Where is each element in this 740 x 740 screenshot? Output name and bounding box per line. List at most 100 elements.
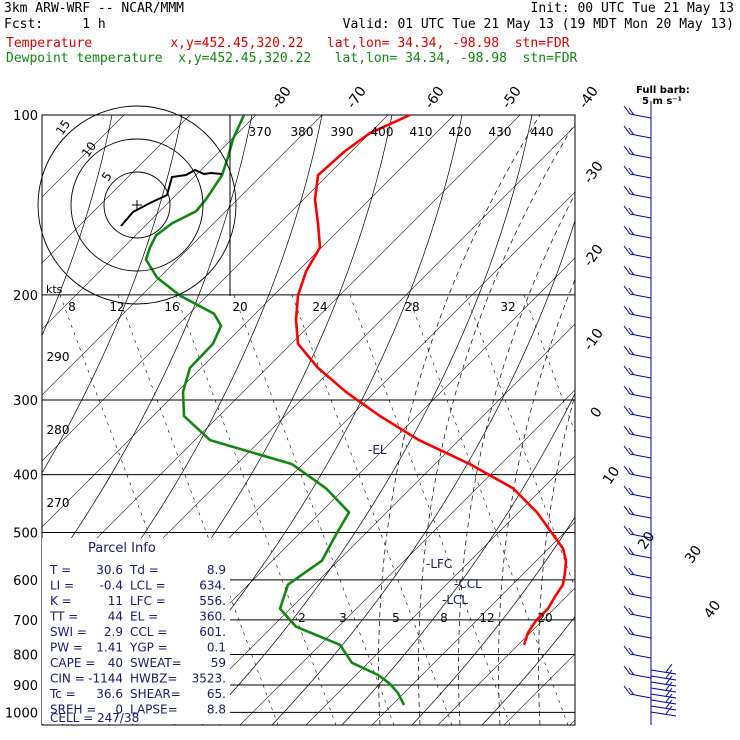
forecast-hour: Fcst: 1 h [4, 17, 106, 32]
parcel-row-label: CIN = [50, 672, 85, 686]
hodograph-units: kts [46, 283, 63, 296]
moist-adiabat [659, 115, 740, 725]
parcel-row-label: SHEAR= [130, 687, 181, 701]
hodograph-ring-label: 5 [99, 169, 115, 183]
parcel-row-label: LAPSE= [130, 703, 178, 717]
pressure-label-500: 500 [13, 527, 38, 542]
mixing-ratio-line [523, 294, 575, 433]
marker-lcl: -LCL [442, 593, 468, 607]
pressure-label-800: 800 [13, 648, 38, 663]
valid-time: Valid: 01 UTC Tue 21 May 13 (19 MDT Mon … [342, 17, 734, 32]
pressure-label-900: 900 [13, 679, 38, 694]
marker-lfc: -LFC [426, 557, 452, 571]
parcel-row-value: 556. [199, 594, 226, 608]
marker-ccl: -CCL [454, 577, 482, 591]
parcel-row-value: 65. [207, 687, 226, 701]
wind-barb [623, 225, 652, 239]
isotherm-label: 0 [588, 404, 606, 420]
theta-label: 290 [47, 350, 70, 364]
dry-adiabat [481, 615, 575, 725]
wind-barb [623, 465, 652, 479]
dry-adiabat [42, 115, 183, 474]
theta-label: 420 [449, 125, 472, 139]
wind-barb [623, 625, 652, 639]
wind-barb [623, 265, 652, 279]
mixing-ratio-label: 16 [164, 300, 179, 314]
wind-barb [650, 705, 677, 717]
model-title: 3km ARW-WRF -- NCAR/MMM [4, 1, 185, 16]
parcel-row-value: 59 [211, 656, 226, 670]
parcel-row-value: 8.9 [207, 563, 226, 577]
barb-units: 5 m s⁻¹ [642, 96, 682, 107]
mixing-ratio-label: 5 [392, 611, 400, 625]
hodograph-trace [120, 168, 223, 227]
isotherm [371, 521, 575, 725]
wind-barb [623, 605, 652, 619]
isotherm [437, 587, 575, 725]
theta-label: 270 [47, 496, 70, 510]
isotherm-label: 40 [701, 598, 724, 622]
plot-frame [41, 114, 576, 726]
parcel-row-value: 0 [115, 703, 123, 717]
isotherm-label: -70 [344, 84, 370, 112]
isotherm-label: -10 [581, 326, 607, 354]
isotherm-label: -60 [422, 84, 448, 112]
wind-barb [623, 105, 652, 119]
wind-barb [623, 285, 652, 299]
theta-label: 280 [47, 423, 70, 437]
moist-adiabat [418, 122, 575, 725]
mixing-ratio-line [407, 294, 569, 725]
mixing-ratio-label: 28 [404, 300, 419, 314]
parcel-row-label: Td = [129, 563, 159, 577]
isotherm-label: -80 [269, 84, 295, 112]
moist-adiabat [579, 115, 740, 725]
init-time: Init: 00 UTC Tue 21 May 13 [530, 1, 735, 16]
wind-barb [623, 525, 652, 539]
parcel-row-label: YGP = [129, 641, 168, 655]
wind-barb [623, 645, 652, 659]
mixing-ratio-label: 20 [232, 300, 247, 314]
parcel-row-label: SREH = [50, 703, 96, 717]
wind-barb [650, 669, 677, 681]
wind-barb [623, 245, 652, 259]
mixing-ratio-label: 20 [537, 611, 552, 625]
mixing-ratio-line [349, 294, 511, 725]
dry-adiabat [42, 115, 253, 581]
isotherm [702, 115, 740, 725]
mixing-ratio-label: 3 [339, 611, 347, 625]
wind-barb [623, 145, 652, 159]
parcel-row-value: -1144 [88, 672, 123, 686]
isotherm [239, 389, 575, 725]
wind-barb [650, 687, 677, 699]
hodograph-center-icon [132, 200, 142, 210]
wind-barb [650, 693, 677, 705]
parcel-info-box [42, 538, 230, 724]
isotherm [42, 115, 323, 396]
barb-title: Full barb: [636, 85, 690, 96]
isotherm [42, 115, 389, 462]
dry-adiabat [411, 516, 575, 725]
parcel-info-title: Parcel Info [88, 541, 156, 556]
isotherm-label: -20 [581, 242, 607, 270]
pressure-label-400: 400 [13, 469, 38, 484]
isotherm-label: 30 [682, 543, 705, 567]
parcel-row-value: 30.6 [96, 563, 123, 577]
isotherm [636, 115, 740, 725]
mixing-ratio-label: 12 [109, 300, 124, 314]
dry-adiabat [42, 115, 113, 337]
parcel-row-label: CCL = [130, 625, 167, 639]
theta-label: 370 [249, 125, 272, 139]
mixing-ratio-label: 8 [68, 300, 76, 314]
parcel-row-label: LI = [50, 579, 74, 593]
dry-adiabat [201, 115, 533, 725]
mixing-ratio-label: 8 [440, 611, 448, 625]
wind-barb [650, 699, 677, 711]
isotherm-label: -50 [499, 84, 525, 112]
parcel-row-label: SWI = [50, 625, 87, 639]
isotherm [42, 115, 191, 264]
parcel-row-value: 0.1 [207, 641, 226, 655]
temperature-profile [294, 115, 568, 646]
mixing-ratio-label: 32 [500, 300, 515, 314]
wind-barb [623, 545, 652, 559]
